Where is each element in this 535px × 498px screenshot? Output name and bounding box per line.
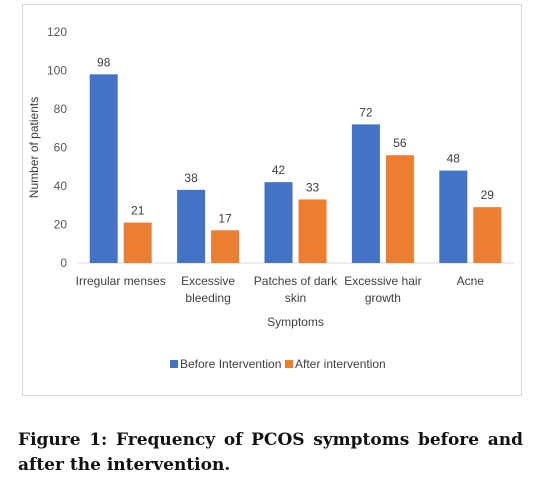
category-labels: Irregular menses Excessive bleeding Patches… (76, 274, 485, 305)
data-label: 98 (97, 55, 111, 69)
bar (177, 189, 206, 263)
data-label: 48 (447, 152, 461, 166)
x-tick-label: bleeding (185, 291, 230, 305)
data-label: 38 (184, 171, 198, 185)
x-tick-label: Irregular menses (76, 274, 166, 288)
y-tick-label: 20 (54, 218, 68, 232)
bar (123, 222, 152, 263)
legend-label: After intervention (295, 357, 386, 371)
data-label: 56 (393, 136, 407, 150)
bar (351, 124, 380, 264)
x-tick-label: skin (285, 291, 306, 305)
x-tick-label: Acne (457, 274, 485, 288)
data-label: 21 (131, 204, 145, 218)
data-label: 42 (272, 163, 286, 177)
bars (89, 74, 502, 264)
y-axis-title: Number of patients (27, 97, 41, 198)
y-axis-ticks: 0 20 40 60 80 100 120 (47, 25, 67, 270)
bar (89, 74, 118, 263)
legend-label: Before Intervention (180, 357, 281, 371)
y-tick-label: 0 (60, 256, 67, 270)
x-axis-title: Symptoms (267, 315, 324, 329)
data-label: 33 (306, 180, 320, 194)
bar (298, 199, 327, 263)
data-label: 17 (218, 211, 232, 225)
legend: Before Intervention After intervention (170, 357, 386, 371)
bar (439, 170, 468, 263)
bar (385, 155, 414, 263)
y-tick-label: 40 (54, 179, 68, 193)
bar (211, 230, 240, 263)
data-labels: 98 21 38 17 42 33 72 56 48 29 (97, 55, 494, 225)
y-tick-label: 120 (47, 25, 67, 39)
x-tick-label: growth (365, 291, 401, 305)
legend-swatch (170, 360, 178, 368)
bar (264, 182, 293, 263)
data-label: 72 (359, 105, 373, 119)
y-tick-label: 80 (54, 102, 68, 116)
x-tick-label: Excessive hair (344, 274, 421, 288)
y-tick-label: 60 (54, 141, 68, 155)
x-tick-label: Excessive (181, 274, 235, 288)
bar-chart: 0 20 40 60 80 100 120 98 21 38 17 42 33 72 56 48 29 Irr… (27, 25, 514, 371)
data-label: 29 (481, 188, 495, 202)
y-tick-label: 100 (47, 64, 67, 78)
figure-caption: Figure 1: Frequency of PCOS symptoms bef… (18, 430, 523, 475)
x-tick-label: Patches of dark (254, 274, 338, 288)
legend-swatch (285, 360, 293, 368)
bar (473, 207, 502, 263)
